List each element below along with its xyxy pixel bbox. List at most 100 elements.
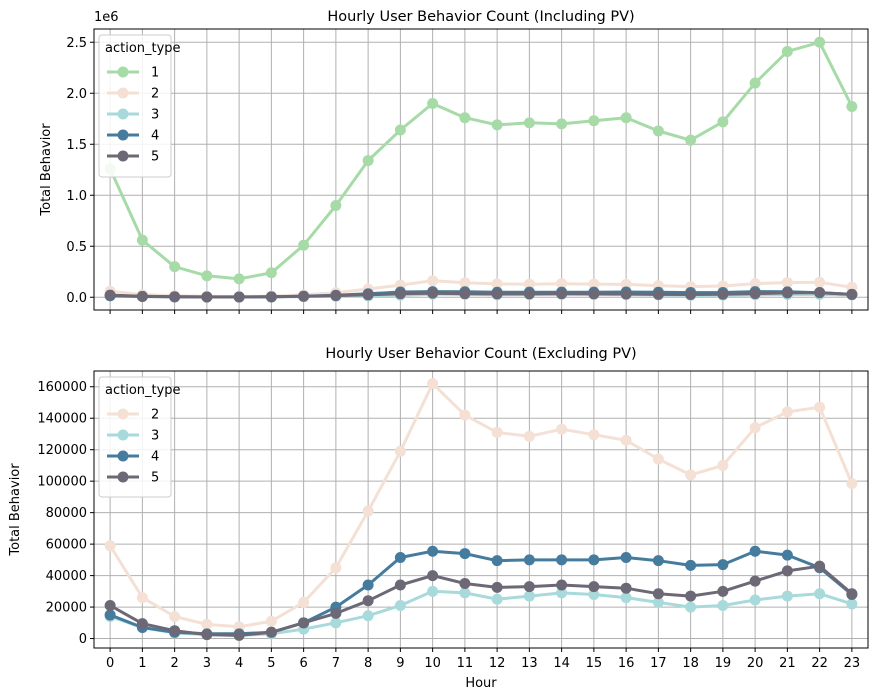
y-tick-label: 0.5	[66, 240, 87, 255]
data-point-5	[652, 288, 664, 300]
data-point-5	[298, 617, 310, 629]
top-chart-panel: 0.0 0.5 1.0 1.5 2.0 2.5 Hourly User Behavior C…	[39, 9, 869, 314]
data-point-3	[362, 610, 374, 622]
legend-swatch-marker-5	[117, 471, 129, 483]
legend-label-3: 3	[151, 108, 159, 123]
y-offset-label: 1e6	[94, 10, 119, 25]
chart-title: Hourly User Behavior Count (Excluding PV…	[325, 346, 636, 362]
data-point-3	[749, 594, 761, 606]
data-point-4	[685, 559, 697, 571]
data-point-5	[362, 595, 374, 607]
data-point-4	[491, 555, 503, 567]
data-point-5	[104, 600, 116, 612]
legend-swatch-marker-5	[117, 150, 129, 162]
data-point-5	[491, 288, 503, 300]
x-tick-label: 23	[844, 656, 861, 671]
data-point-2	[362, 505, 374, 517]
data-point-2	[781, 277, 793, 289]
data-point-1	[556, 118, 568, 130]
y-tick-label: 0	[79, 632, 87, 647]
data-point-3	[652, 596, 664, 608]
y-tick-label: 60000	[46, 538, 87, 553]
data-point-4	[362, 579, 374, 591]
x-axis-label: Hour	[465, 676, 497, 691]
x-tick-label: 3	[203, 656, 211, 671]
data-point-1	[652, 125, 664, 137]
y-tick-label: 140000	[37, 412, 87, 427]
data-point-5	[459, 288, 471, 300]
x-tick-label: 4	[235, 656, 243, 671]
y-tick-label: 1.0	[66, 189, 87, 204]
legend-title: action_type	[105, 41, 181, 56]
x-tick-label: 12	[489, 656, 506, 671]
data-point-2	[427, 275, 439, 287]
x-tick-label: 19	[715, 656, 732, 671]
data-point-5	[620, 288, 632, 300]
data-point-1	[523, 117, 535, 129]
data-point-4	[749, 545, 761, 557]
data-point-2	[588, 429, 600, 441]
data-point-1	[491, 119, 503, 131]
data-point-1	[298, 239, 310, 251]
data-point-5	[136, 290, 148, 302]
data-point-2	[136, 592, 148, 604]
data-point-5	[394, 288, 406, 300]
legend-label-4: 4	[151, 450, 159, 465]
data-point-2	[685, 469, 697, 481]
data-point-2	[846, 478, 858, 490]
data-point-3	[330, 617, 342, 629]
legend-swatch-marker-4	[117, 129, 129, 141]
data-point-2	[620, 434, 632, 446]
data-point-2	[588, 278, 600, 290]
x-tick-label: 13	[521, 656, 538, 671]
data-point-5	[523, 288, 535, 300]
data-point-2	[459, 409, 471, 421]
data-point-5	[169, 291, 181, 303]
x-tick-label: 8	[364, 656, 372, 671]
legend-title: action_type	[105, 383, 181, 398]
data-point-5	[201, 291, 213, 303]
y-tick-label: 100000	[37, 475, 87, 490]
data-point-5	[781, 287, 793, 299]
data-point-5	[523, 581, 535, 593]
data-point-1	[169, 261, 181, 273]
data-point-5	[427, 287, 439, 299]
data-point-2	[459, 277, 471, 289]
x-tick-label: 6	[299, 656, 307, 671]
data-point-2	[652, 453, 664, 465]
data-point-1	[588, 115, 600, 127]
x-tick-label: 14	[553, 656, 570, 671]
x-tick-label: 10	[424, 656, 441, 671]
y-tick-label: 2.0	[66, 87, 87, 102]
x-tick-label: 5	[267, 656, 275, 671]
data-point-1	[362, 155, 374, 167]
data-point-2	[556, 423, 568, 435]
data-point-2	[491, 278, 503, 290]
legend-label-2: 2	[151, 87, 159, 102]
x-tick-label: 11	[457, 656, 474, 671]
x-tick-label: 21	[779, 656, 796, 671]
data-point-1	[233, 273, 245, 285]
data-point-1	[814, 36, 826, 48]
data-point-5	[814, 287, 826, 299]
data-point-1	[201, 270, 213, 282]
data-point-2	[556, 278, 568, 290]
legend-swatch-marker-2	[117, 408, 129, 420]
data-point-2	[523, 278, 535, 290]
y-tick-label: 0.0	[66, 291, 87, 306]
data-point-2	[298, 596, 310, 608]
y-tick-label: 40000	[46, 569, 87, 584]
data-point-2	[523, 430, 535, 442]
data-point-2	[169, 611, 181, 623]
data-point-5	[814, 560, 826, 572]
data-point-5	[556, 579, 568, 591]
data-point-2	[749, 422, 761, 434]
data-point-5	[491, 581, 503, 593]
data-point-5	[265, 291, 277, 303]
data-point-5	[685, 288, 697, 300]
data-point-5	[394, 579, 406, 591]
data-point-5	[781, 565, 793, 577]
data-point-4	[717, 559, 729, 571]
data-point-5	[104, 289, 116, 301]
x-tick-label: 7	[332, 656, 340, 671]
